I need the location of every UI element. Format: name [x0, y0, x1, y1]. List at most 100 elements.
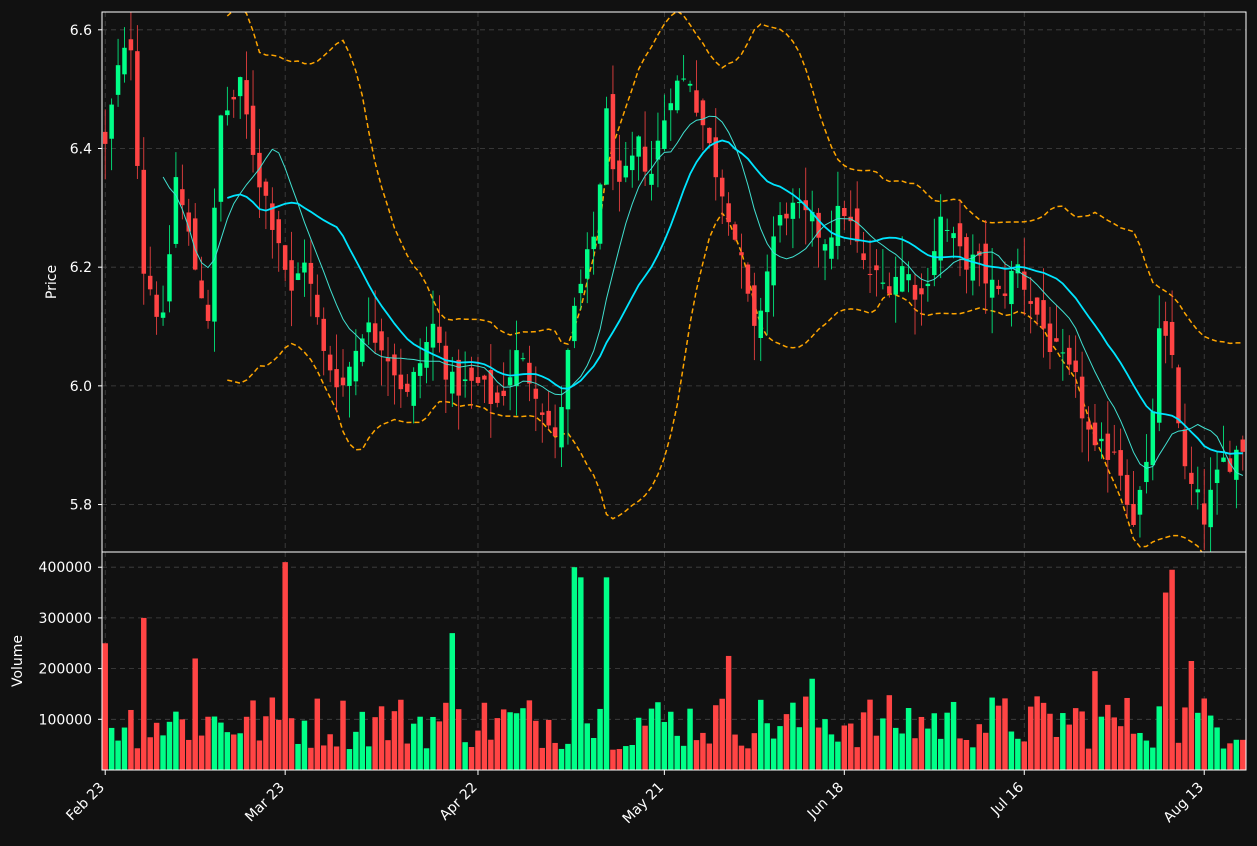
candle-body [1169, 321, 1175, 356]
volume-bar [231, 734, 237, 770]
volume-bar [931, 713, 938, 770]
volume-bar [141, 617, 147, 770]
candle-body [1195, 489, 1201, 493]
candle-body [687, 83, 693, 86]
candle-body [1214, 469, 1220, 484]
volume-bar [1143, 740, 1150, 770]
candle-body [649, 173, 654, 185]
volume-bar [809, 678, 815, 770]
candle-body [1073, 360, 1078, 373]
volume-bar [263, 716, 269, 770]
candle-body [957, 223, 963, 247]
volume-bar [1002, 698, 1008, 770]
volume-bar [1227, 743, 1233, 770]
volume-bar [693, 740, 700, 770]
volume-bar [899, 733, 905, 770]
volume-bar [719, 698, 725, 770]
volume-bar [320, 745, 327, 770]
volume-bar [706, 743, 713, 770]
candle-body [539, 412, 545, 415]
volume-bar [108, 727, 115, 770]
candle-body [430, 323, 436, 348]
volume-bar [777, 726, 783, 770]
volume-bar [1156, 706, 1162, 770]
volume-bar [950, 701, 957, 770]
volume-bar [256, 740, 263, 770]
volume-bar [1124, 697, 1130, 770]
volume-bar [192, 658, 198, 770]
volume-tick-label: 300000 [39, 611, 92, 627]
volume-bar [102, 643, 108, 770]
volume-bar [1008, 731, 1015, 770]
candle-body [1067, 347, 1072, 365]
candle-body [218, 115, 224, 202]
candle-body [533, 388, 539, 399]
candle-body [777, 215, 783, 226]
volume-bar [668, 711, 674, 770]
candle-body [392, 354, 397, 376]
candle-body [1227, 458, 1233, 472]
volume-bar [1092, 671, 1098, 770]
volume-bar [758, 699, 764, 770]
candle-body [1221, 457, 1226, 462]
volume-bar [276, 719, 282, 770]
candle-body [507, 377, 513, 386]
volume-bar [353, 731, 359, 770]
volume-bar [449, 633, 456, 770]
volume-bar [674, 735, 680, 770]
volume-bar [1072, 708, 1079, 770]
volume-bar [867, 699, 873, 770]
volume-bar [288, 718, 295, 770]
candle-body [282, 245, 288, 270]
volume-bar [1040, 702, 1047, 770]
candle-body [1176, 367, 1181, 424]
candle-body [1054, 338, 1059, 342]
volume-bar [642, 725, 648, 770]
candle-body [250, 105, 256, 155]
candle-body [809, 211, 815, 222]
volume-bar [1175, 742, 1182, 770]
volume-bar [507, 712, 513, 770]
volume-bar [224, 732, 231, 770]
candle-body [565, 349, 571, 410]
volume-bar [745, 748, 751, 770]
candle-body [141, 169, 147, 274]
candle-body [797, 202, 802, 204]
volume-bar [1207, 715, 1214, 770]
price-tick-label: 6.4 [70, 141, 92, 157]
upper-band-line [226, 12, 1243, 345]
candle-body [668, 103, 674, 111]
sma-fast-line [162, 115, 1244, 476]
volume-bar [173, 711, 179, 770]
candle-body [906, 274, 911, 281]
volume-bar [1015, 738, 1021, 770]
volume-bar [436, 721, 443, 770]
candle-body [1041, 300, 1046, 329]
volume-bar [205, 716, 211, 770]
volume-bar [1085, 748, 1092, 770]
volume-bar [725, 655, 732, 770]
volume-bar [822, 719, 828, 770]
candle-body [629, 155, 635, 171]
candle-body [160, 312, 166, 318]
candle-body [353, 350, 359, 382]
candle-body [456, 359, 461, 396]
volume-bar [1214, 727, 1220, 770]
candle-body [861, 253, 866, 261]
candle-body [1060, 352, 1066, 354]
volume-bar [134, 748, 141, 770]
candle-body [327, 354, 333, 371]
volume-bar [250, 700, 256, 770]
candle-body [822, 244, 828, 251]
volume-bar [443, 702, 449, 770]
candle-body [520, 358, 526, 360]
volume-bar [841, 725, 848, 770]
candle-body [437, 326, 442, 343]
volume-bar [963, 739, 970, 770]
volume-y-axis: 100000 200000 300000 400000 [39, 560, 102, 728]
candle-body [597, 184, 603, 244]
volume-bar [623, 746, 629, 770]
candle-body [289, 260, 294, 291]
